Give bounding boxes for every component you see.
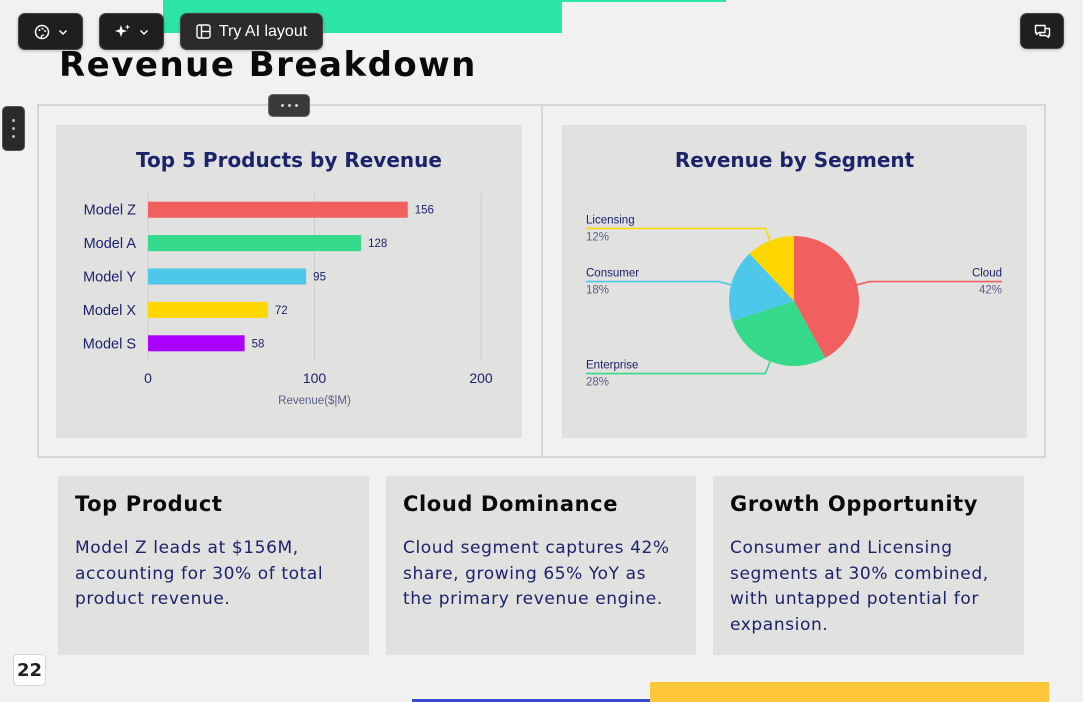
category-label: Model X [83, 303, 137, 319]
category-label: Model S [83, 336, 136, 352]
pie-chart: Revenue by Segment Cloud 42% Enterprise 28% C… [586, 148, 1002, 389]
card-body: Model Z leads at $156M, accounting for 3… [75, 538, 324, 609]
chevron-down-icon [139, 27, 149, 37]
charts-divider [541, 106, 543, 456]
data-label: 72 [275, 305, 288, 317]
x-tick-label: 200 [469, 370, 493, 386]
data-label: 95 [313, 272, 326, 284]
try-ai-layout-button[interactable]: Try AI layout [180, 13, 323, 50]
sparkles-icon [114, 23, 131, 40]
category-label: Model Y [83, 270, 136, 286]
palette-icon [34, 24, 50, 40]
pie-slice [729, 253, 794, 322]
category-label: Model A [84, 236, 137, 252]
decorative-blue-line [412, 699, 652, 702]
data-label: 128 [368, 238, 387, 250]
page-number[interactable]: 22 [13, 654, 46, 686]
slice-label: Enterprise [586, 360, 638, 372]
pie-slice [749, 236, 794, 301]
x-tick-label: 0 [144, 370, 152, 386]
decorative-green-line [498, 0, 726, 2]
bar [148, 301, 268, 318]
chart-drag-handle[interactable] [268, 94, 310, 117]
charts-container [37, 104, 1046, 458]
card-title: Cloud Dominance [403, 492, 619, 516]
slice-label: Licensing [586, 214, 635, 226]
slice-percent: 28% [586, 377, 609, 389]
bar [148, 201, 408, 218]
side-drag-handle[interactable] [2, 106, 25, 151]
card-title: Top Product [75, 492, 223, 516]
slice-label: Cloud [972, 268, 1002, 280]
try-ai-layout-label: Try AI layout [218, 22, 308, 40]
leader-line [586, 361, 771, 375]
bar-chart-panel: Top 5 Products by Revenue Model Z 156 Model… [56, 125, 522, 438]
pie-slice [794, 236, 859, 358]
card-body: Cloud segment captures 42% share, growin… [403, 538, 670, 609]
slice-percent: 18% [586, 285, 609, 297]
decorative-yellow-bar [650, 682, 1049, 702]
slice-label: Consumer [586, 268, 639, 280]
slice-percent: 42% [979, 285, 1002, 297]
x-tick-label: 100 [303, 370, 327, 386]
card-body: Consumer and Licensing segments at 30% c… [730, 538, 989, 635]
leader-line [586, 280, 732, 286]
pie-slice [732, 301, 826, 366]
bar [148, 235, 362, 252]
chart-title: Revenue by Segment [675, 148, 915, 172]
layout-icon [196, 24, 211, 39]
magic-button[interactable] [99, 13, 164, 50]
bar [148, 268, 307, 285]
chart-title: Top 5 Products by Revenue [136, 148, 442, 172]
x-axis-label: Revenue($|M) [278, 395, 351, 407]
bar [148, 335, 245, 352]
insight-card-top-product: Top Product Model Z leads at $156M, acco… [58, 476, 369, 655]
leader-line [856, 280, 1002, 286]
data-label: 58 [252, 338, 265, 350]
insight-card-cloud-dominance: Cloud Dominance Cloud segment captures 4… [386, 476, 696, 655]
chat-button[interactable] [1020, 13, 1064, 49]
insight-card-growth-opportunity: Growth Opportunity Consumer and Licensin… [713, 476, 1024, 655]
chat-icon [1034, 24, 1051, 39]
data-label: 156 [415, 205, 434, 217]
category-label: Model Z [84, 203, 137, 219]
card-title: Growth Opportunity [730, 492, 979, 516]
slice-percent: 12% [586, 231, 609, 243]
page-title: Revenue Breakdown [59, 45, 477, 85]
leader-line [586, 227, 771, 241]
chevron-down-icon [58, 27, 68, 37]
theme-button[interactable] [18, 13, 83, 50]
pie-chart-panel: Revenue by Segment Cloud 42% Enterprise 28% C… [562, 125, 1027, 438]
bar-chart: Top 5 Products by Revenue Model Z 156 Model… [83, 148, 493, 407]
